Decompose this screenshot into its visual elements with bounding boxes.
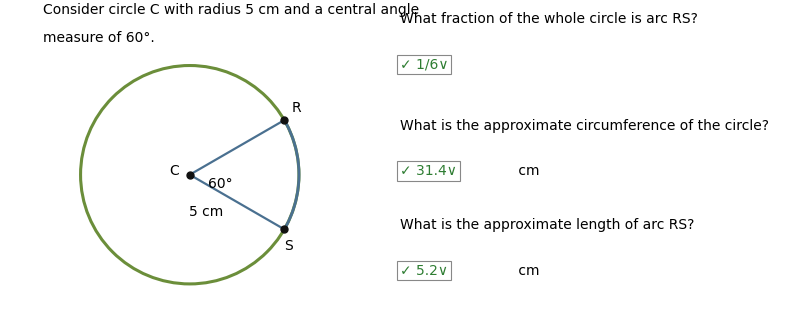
Text: cm: cm (514, 164, 540, 178)
Text: R: R (292, 101, 302, 115)
Text: 5 cm: 5 cm (189, 205, 223, 219)
Text: 60°: 60° (209, 177, 233, 191)
Text: cm: cm (514, 264, 540, 278)
Text: S: S (284, 239, 293, 253)
Text: measure of 60°.: measure of 60°. (43, 31, 155, 45)
Text: Consider circle C with radius 5 cm and a central angle: Consider circle C with radius 5 cm and a… (43, 3, 419, 17)
Text: ✓ 1/6∨: ✓ 1/6∨ (400, 58, 449, 72)
Text: ✓ 31.4∨: ✓ 31.4∨ (400, 164, 457, 178)
Text: C: C (169, 164, 178, 178)
Text: What is the approximate circumference of the circle?: What is the approximate circumference of… (400, 119, 769, 133)
Text: ✓ 5.2∨: ✓ 5.2∨ (400, 264, 448, 278)
Text: What is the approximate length of arc RS?: What is the approximate length of arc RS… (400, 218, 694, 232)
Text: What fraction of the whole circle is arc RS?: What fraction of the whole circle is arc… (400, 12, 698, 27)
